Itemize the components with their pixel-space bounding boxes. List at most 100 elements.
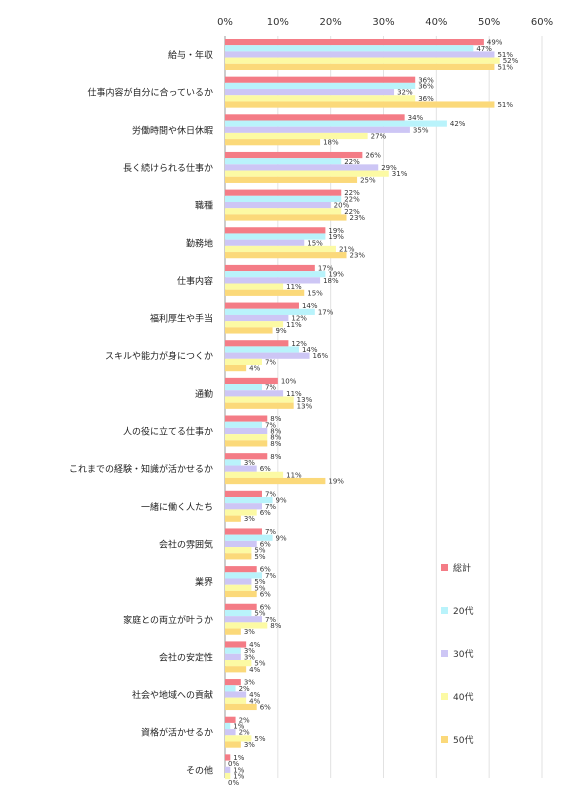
category-label: その他 bbox=[186, 764, 213, 776]
bar bbox=[225, 679, 241, 686]
legend-label: 20代 bbox=[453, 606, 473, 617]
legend-swatch bbox=[441, 693, 448, 700]
bar bbox=[225, 308, 315, 315]
category-label: 長く続けられる仕事か bbox=[123, 162, 213, 174]
legend-swatch bbox=[441, 564, 448, 571]
bar bbox=[225, 252, 347, 259]
bar bbox=[225, 584, 252, 591]
bar bbox=[225, 754, 231, 761]
data-label: 5% bbox=[254, 547, 265, 555]
data-label: 10% bbox=[281, 377, 297, 385]
bar bbox=[225, 691, 247, 698]
data-label: 22% bbox=[344, 195, 360, 203]
category-label: 仕事内容 bbox=[177, 275, 213, 287]
bar bbox=[225, 302, 299, 309]
bar bbox=[225, 528, 262, 535]
category-label: これまでの経験・知識が活かせるか bbox=[69, 463, 213, 475]
bar bbox=[225, 434, 268, 441]
bar bbox=[225, 628, 241, 635]
data-label: 13% bbox=[297, 402, 313, 410]
data-label: 14% bbox=[302, 346, 318, 354]
category-label: 人の役に立てる仕事か bbox=[123, 426, 213, 438]
data-label: 23% bbox=[350, 252, 366, 260]
data-label: 5% bbox=[254, 584, 265, 592]
bar bbox=[225, 45, 474, 52]
category-label: 給与・年収 bbox=[168, 49, 213, 61]
category-label: 家庭との両立が叶うか bbox=[123, 614, 213, 626]
data-label: 7% bbox=[265, 572, 276, 580]
data-label: 17% bbox=[318, 265, 334, 273]
data-label: 12% bbox=[291, 340, 307, 348]
bar bbox=[225, 716, 236, 723]
data-label: 52% bbox=[503, 57, 519, 65]
data-label: 19% bbox=[328, 478, 344, 486]
data-label: 6% bbox=[260, 509, 271, 517]
bar bbox=[225, 453, 268, 460]
bar bbox=[225, 208, 342, 215]
data-label: 3% bbox=[244, 628, 255, 636]
data-label: 21% bbox=[339, 245, 355, 253]
bar bbox=[225, 685, 236, 692]
data-label: 22% bbox=[344, 189, 360, 197]
bar bbox=[225, 509, 257, 516]
category-label: 資格が活かせるか bbox=[141, 727, 213, 739]
bar bbox=[225, 471, 284, 478]
data-label: 8% bbox=[270, 440, 281, 448]
data-label: 17% bbox=[318, 308, 334, 316]
category-label: 勤務地 bbox=[186, 237, 213, 249]
data-label: 8% bbox=[270, 428, 281, 436]
data-label: 7% bbox=[265, 384, 276, 392]
data-label: 6% bbox=[260, 591, 271, 599]
data-labels: 49%47%51%52%51%36%36%32%36%51%34%42%35%2… bbox=[228, 39, 519, 787]
bar bbox=[225, 540, 257, 548]
bar bbox=[225, 766, 231, 773]
legend-swatch bbox=[441, 736, 448, 743]
bar bbox=[225, 616, 262, 623]
data-label: 8% bbox=[270, 434, 281, 442]
data-label: 27% bbox=[371, 133, 387, 141]
bar bbox=[225, 566, 257, 573]
category-label: 通勤 bbox=[195, 388, 213, 400]
legend-label: 総計 bbox=[453, 562, 471, 574]
bar bbox=[225, 233, 326, 240]
data-label: 7% bbox=[265, 503, 276, 511]
bar bbox=[225, 239, 305, 246]
bar bbox=[225, 402, 294, 409]
data-label: 29% bbox=[381, 164, 397, 172]
data-label: 36% bbox=[418, 95, 434, 103]
category-label: 会社の雰囲気 bbox=[159, 538, 213, 550]
bar bbox=[225, 666, 247, 673]
bar bbox=[225, 553, 252, 560]
data-label: 49% bbox=[487, 39, 503, 47]
data-label: 9% bbox=[276, 327, 287, 335]
bar bbox=[225, 176, 358, 183]
bar bbox=[225, 114, 405, 121]
data-label: 16% bbox=[313, 352, 329, 360]
category-label: 福利厚生や手当 bbox=[150, 313, 213, 325]
bar bbox=[225, 578, 252, 585]
bar bbox=[225, 89, 395, 96]
bar bbox=[225, 151, 363, 159]
data-label: 5% bbox=[254, 553, 265, 561]
data-label: 1% bbox=[233, 723, 244, 731]
bar bbox=[225, 590, 257, 598]
bar bbox=[225, 289, 305, 296]
bar bbox=[225, 365, 247, 372]
bar bbox=[225, 101, 495, 108]
bar bbox=[225, 722, 231, 730]
data-label: 36% bbox=[418, 82, 434, 90]
bar bbox=[225, 653, 241, 660]
bar bbox=[225, 227, 326, 234]
bar bbox=[225, 327, 273, 334]
bar bbox=[225, 396, 294, 403]
data-label: 5% bbox=[254, 578, 265, 586]
category-labels: 給与・年収仕事内容が自分に合っているか労働時間や休日休暇長く続けられる仕事か職種… bbox=[69, 49, 213, 776]
bar bbox=[225, 534, 273, 541]
data-label: 1% bbox=[233, 766, 244, 774]
bar bbox=[225, 503, 262, 510]
data-label: 3% bbox=[244, 741, 255, 749]
legend: 総計 20代 30代 40代 50代 bbox=[441, 562, 473, 746]
data-label: 4% bbox=[249, 365, 260, 373]
bar bbox=[225, 51, 495, 58]
bar bbox=[225, 603, 257, 610]
